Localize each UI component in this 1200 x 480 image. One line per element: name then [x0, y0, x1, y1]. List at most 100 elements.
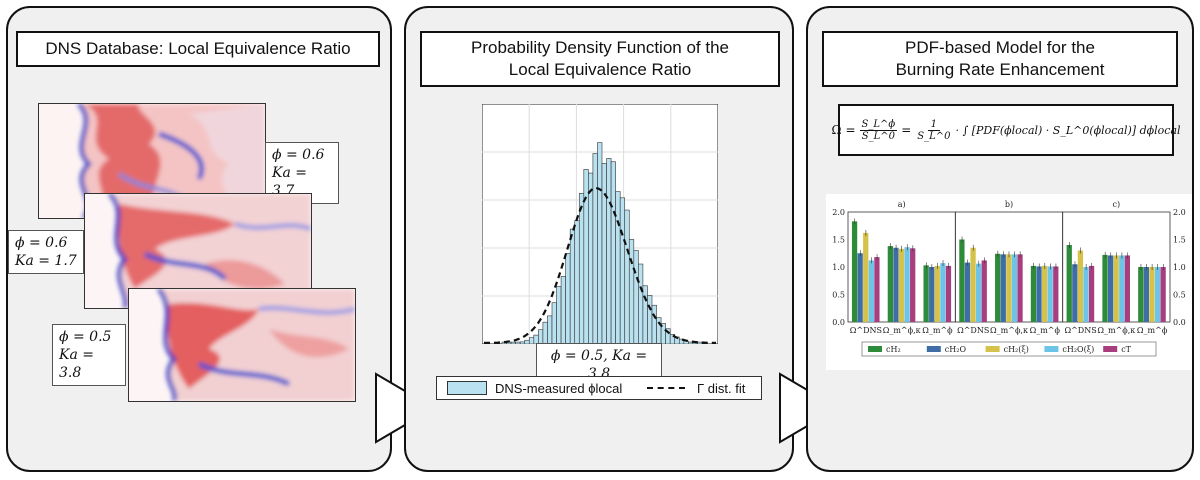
histogram-bar [697, 341, 703, 344]
panel-title: PDF-based Model for the Burning Rate Enh… [822, 31, 1178, 87]
legend-bar-swatch [447, 381, 487, 395]
chart-bar [1154, 267, 1161, 322]
histogram-bar [601, 163, 607, 344]
legend-label: cH₂ [886, 345, 901, 354]
histogram-bar [651, 304, 657, 344]
model-equation: Ω = S_L^ϕ S_L^0 = 1 S_L^0 · ∫ [PDF(ϕloca… [831, 104, 1181, 156]
chart-bar [893, 247, 899, 322]
snapshot-3-label: ϕ = 0.5 Ka = 3.8 [52, 324, 126, 386]
chart-bar [976, 263, 982, 322]
fraction-numerator: 1 [927, 119, 941, 131]
subplot-label: b) [1005, 200, 1013, 209]
chart-bar [857, 253, 863, 322]
x-tick-label: Ω_m^ϕ,κ [1097, 326, 1135, 335]
y-tick-label-right: 0.5 [1173, 291, 1186, 300]
chart-bar [1041, 265, 1048, 322]
histogram-bar [642, 285, 648, 344]
pdf-histogram [482, 104, 718, 344]
x-tick-label: Ω_m^ϕ,κ [990, 326, 1028, 335]
legend-label: cH₂O(ξ) [1062, 345, 1094, 354]
chart-bar [887, 246, 893, 322]
x-tick-label: Ω_m^ϕ,κ [883, 326, 921, 335]
x-tick-label: Ω_m^ϕ [922, 326, 953, 335]
x-tick-label: Ω^DNS [957, 326, 989, 335]
chart-bar [1107, 255, 1114, 322]
chart-bar [1072, 264, 1078, 322]
histogram-bar [656, 317, 662, 344]
chart-bar [1149, 267, 1155, 322]
legend-fit-swatch [647, 387, 685, 389]
histogram-bar [583, 169, 589, 344]
histogram-bar [565, 253, 571, 344]
chart-legend [861, 341, 1157, 357]
panel-title: DNS Database: Local Equivalence Ratio [16, 31, 380, 67]
y-tick-label-left: 1.0 [832, 263, 845, 272]
y-tick-label-left: 0.0 [832, 318, 845, 327]
histogram-bar [628, 239, 635, 344]
histogram-bar [624, 209, 630, 344]
x-tick-label: Ω^DNS [850, 326, 882, 335]
inverse-fraction: 1 S_L^0 [915, 119, 952, 142]
histogram-bar [538, 329, 544, 344]
chart-bar [1083, 267, 1089, 322]
histogram-bar [510, 341, 516, 344]
title-line: Local Equivalence Ratio [508, 60, 692, 79]
y-tick-label-left: 1.5 [832, 236, 845, 245]
histogram-bar [542, 321, 548, 344]
histogram-bar [547, 315, 553, 344]
chart-bar [863, 232, 869, 322]
chart-bar [1066, 245, 1072, 322]
title-line: Probability Density Function of the [471, 38, 729, 57]
histogram-bar [588, 172, 594, 344]
chart-bar [1036, 266, 1042, 322]
histogram-bar [560, 276, 566, 344]
chart-bar [910, 248, 916, 322]
y-tick-label-right: 0.0 [1173, 318, 1186, 327]
histogram-bar [519, 341, 526, 344]
chart-bar [1138, 267, 1144, 322]
histogram-bar [597, 142, 603, 344]
histogram-bar [638, 263, 644, 344]
fraction-denominator: S_L^0 [917, 130, 951, 142]
chart-bar [940, 263, 946, 322]
chart-bar [995, 253, 1001, 322]
chart-bar [959, 239, 965, 322]
legend-fit-label: Γ dist. fit [697, 380, 746, 396]
phi-label: ϕ = 0.5 [59, 329, 112, 345]
chart-bar [1053, 266, 1059, 322]
chart-bar [1160, 267, 1166, 322]
y-tick-label-left: 2.0 [832, 208, 845, 217]
chart-bar [1124, 255, 1130, 322]
legend-swatch [1044, 346, 1059, 352]
ka-label: Ka = 1.7 [15, 253, 77, 269]
chart-bar [1011, 254, 1018, 322]
y-tick-label-right: 1.5 [1173, 236, 1186, 245]
histogram-bar [528, 337, 535, 344]
legend-swatch [985, 346, 1000, 352]
histogram-bar [578, 193, 585, 344]
histogram-legend: DNS-measured ϕlocal Γ dist. fit [436, 376, 762, 400]
chart-bar [1030, 265, 1037, 322]
chart-bar [1102, 254, 1108, 322]
chart-bar [964, 262, 971, 322]
y-tick-label-left: 0.5 [832, 291, 845, 300]
chart-bar [945, 265, 952, 322]
legend-label: cH₂(ξ) [1004, 345, 1029, 354]
legend-swatch [1103, 346, 1118, 352]
chart-bar [1000, 254, 1006, 322]
legend-swatch [868, 346, 882, 352]
histogram-bar [619, 197, 626, 344]
dns-snapshot-3 [128, 288, 356, 402]
x-tick-label: Ω^DNS [1064, 326, 1096, 335]
chart-bar [1006, 254, 1012, 322]
legend-label: cT [1121, 345, 1131, 354]
y-tick-label-right: 2.0 [1173, 208, 1186, 217]
bar-chart-figure: 0.0 0.0 0.5 0.5 1.0 1.0 1.5 1.5 2.0 2.0 a) Ω^DNS Ω_m… [826, 194, 1192, 370]
chart-bar [898, 248, 905, 322]
histogram-bar [647, 295, 653, 344]
chart-bar [1017, 254, 1023, 322]
subplot-label: c) [1113, 200, 1121, 209]
equals-sign: = [901, 123, 912, 137]
histogram-bar [610, 161, 616, 344]
subplot-label: a) [898, 200, 906, 209]
